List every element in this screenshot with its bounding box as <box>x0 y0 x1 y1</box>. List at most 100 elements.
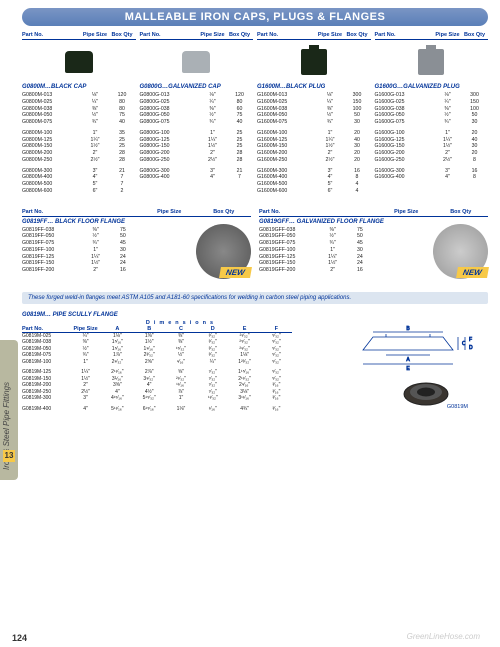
data-row: G1600M-2002"20 <box>257 150 371 157</box>
data-row: G0800G-038⅜"60 <box>140 106 254 113</box>
product-title: G1600M…BLACK PLUG <box>257 84 371 90</box>
flange-title: G0819FF… BLACK FLOOR FLANGE <box>22 219 251 225</box>
data-row: G1600M-1001"20 <box>257 130 371 137</box>
data-row: G0819FF-1501½"24 <box>22 260 137 267</box>
side-tab-num: 13 <box>3 450 15 462</box>
data-row: G1600M-050½"50 <box>257 112 371 119</box>
new-badge: NEW <box>456 267 489 278</box>
scully-title: G0819M… PIPE SCULLY FLANGE <box>22 312 488 318</box>
data-row: G1600M-3003"16 <box>257 168 371 175</box>
data-row: G0800M-2002"28 <box>22 150 136 157</box>
scully-row: G0819M-3003"4¹⁵⁄₁₆"5¹⁵⁄₃₂"1"¹¹⁄₃₂"3¹¹⁄₁₆… <box>22 395 292 402</box>
data-row: G1600G-050½"50 <box>375 112 489 119</box>
data-row: G1600G-4004"8 <box>375 174 489 181</box>
data-row: G0800M-2502½"28 <box>22 157 136 164</box>
data-row: G0800G-2502½"28 <box>140 157 254 164</box>
data-row: G0819FF-1251¼"24 <box>22 254 137 261</box>
data-row: G0800M-075¾"40 <box>22 119 136 126</box>
data-row: G0800M-1251¼"25 <box>22 137 136 144</box>
data-row: G0800G-3003"21 <box>140 168 254 175</box>
data-row: G0800M-6006"2 <box>22 188 136 195</box>
data-row: G0819FF-1001"30 <box>22 247 137 254</box>
data-row: G0800G-1501½"25 <box>140 143 254 150</box>
data-row: G0819GFF-075¾"45 <box>259 240 374 247</box>
col-header: Part No.Pipe SizeBox Qty <box>22 209 251 217</box>
col-header: Part No.Pipe SizeBox Qty <box>22 32 136 40</box>
data-row: G0819FF-2002"16 <box>22 267 137 274</box>
data-row: G1600M-6006"4 <box>257 188 371 195</box>
svg-text:B: B <box>406 326 410 332</box>
data-row: G0800G-2002"28 <box>140 150 254 157</box>
data-row: G0819FF-038⅜"75 <box>22 227 137 234</box>
product-image <box>257 42 371 82</box>
new-badge: NEW <box>219 267 252 278</box>
data-row: G1600G-3003"16 <box>375 168 489 175</box>
data-row: G0819FF-075¾"45 <box>22 240 137 247</box>
data-row: G0800G-1001"25 <box>140 130 254 137</box>
data-row: G1600G-1001"20 <box>375 130 489 137</box>
data-row: G1600G-2002"20 <box>375 150 489 157</box>
flange-title: G0819GFF… GALVANIZED FLOOR FLANGE <box>259 219 488 225</box>
data-row: G1600M-1251¼"40 <box>257 137 371 144</box>
data-row: G1600M-025¼"150 <box>257 99 371 106</box>
svg-text:A: A <box>406 357 410 363</box>
product-title: G0800G…GALVANIZED CAP <box>140 84 254 90</box>
page-number: 124 <box>12 633 27 643</box>
data-row: G1600M-1501½"30 <box>257 143 371 150</box>
col-header: Part No.Pipe SizeBox Qty <box>140 32 254 40</box>
data-row: G1600G-075¾"30 <box>375 119 489 126</box>
data-row: G0819GFF-1001"30 <box>259 247 374 254</box>
data-row: G1600M-4004"8 <box>257 174 371 181</box>
data-row: G1600G-038⅜"100 <box>375 106 489 113</box>
data-row: G1600M-5005"4 <box>257 181 371 188</box>
scully-row: G0819M-1001"2⁹⁄₃₂"2⅝"⁹⁄₁₆"¼"1²³⁄₃₂"⁵⁄₃₂" <box>22 359 292 366</box>
data-row: G0819GFF-038⅜"75 <box>259 227 374 234</box>
data-row: G1600G-1501½"30 <box>375 143 489 150</box>
data-row: G1600G-025¼"150 <box>375 99 489 106</box>
data-row: G0800M-5005"7 <box>22 181 136 188</box>
data-row: G1600M-2502½"20 <box>257 157 371 164</box>
data-row: G0800M-1501½"25 <box>22 143 136 150</box>
col-header: Part No.Pipe SizeBox Qty <box>257 32 371 40</box>
data-row: G0819GFF-1251¼"24 <box>259 254 374 261</box>
product-title: G0800M…BLACK CAP <box>22 84 136 90</box>
svg-text:F: F <box>469 337 472 343</box>
data-row: G0819GFF-2002"16 <box>259 267 374 274</box>
svg-text:E: E <box>406 366 410 372</box>
data-row: G0800M-4004"7 <box>22 174 136 181</box>
product-image <box>375 42 489 82</box>
scully-diagram: B C F D A E <box>338 322 478 417</box>
data-row: G0800M-3003"21 <box>22 168 136 175</box>
data-row: G1600G-1251¼"40 <box>375 137 489 144</box>
data-row: G0800G-4004"7 <box>140 174 254 181</box>
data-row: G0800G-050½"75 <box>140 112 254 119</box>
diagram-label: G0819M <box>447 404 468 410</box>
col-header: Part No.Pipe SizeBox Qty <box>259 209 488 217</box>
data-row: G0800M-038⅜"80 <box>22 106 136 113</box>
data-row: G0819GFF-050½"50 <box>259 233 374 240</box>
data-row: G1600G-2502½"8 <box>375 157 489 164</box>
col-header: Part No.Pipe SizeBox Qty <box>375 32 489 40</box>
data-row: G0819GFF-1501½"24 <box>259 260 374 267</box>
data-row: G1600M-013⅛"300 <box>257 92 371 99</box>
data-row: G0800G-025¼"80 <box>140 99 254 106</box>
data-row: G0800M-050½"75 <box>22 112 136 119</box>
data-row: G0819FF-050½"50 <box>22 233 137 240</box>
data-row: G0800M-025¼"80 <box>22 99 136 106</box>
data-row: G1600M-038⅜"100 <box>257 106 371 113</box>
scully-row: G0819M-4004"5¹¹⁄₁₆"6¹⁵⁄₁₆"1⅛"¹⁄₁₆"4¾"³⁄₁… <box>22 406 292 413</box>
data-row: G1600M-075¾"30 <box>257 119 371 126</box>
watermark: GreenLineHose.com <box>407 632 480 641</box>
product-image <box>22 42 136 82</box>
data-row: G0800G-013⅛"120 <box>140 92 254 99</box>
scully-header-row: Part No.Pipe SizeABCDEF <box>22 326 292 333</box>
data-row: G1600G-013⅛"300 <box>375 92 489 99</box>
svg-text:D: D <box>469 345 473 351</box>
product-title: G1600G…GALVANIZED PLUG <box>375 84 489 90</box>
data-row: G0800M-1001"35 <box>22 130 136 137</box>
data-row: G0800G-1251¼"25 <box>140 137 254 144</box>
product-image <box>140 42 254 82</box>
banner-title: MALLEABLE IRON CAPS, PLUGS & FLANGES <box>22 8 488 26</box>
data-row: G0800M-013⅛"120 <box>22 92 136 99</box>
note-bar: These forged weld-in flanges meet ASTM A… <box>22 292 488 304</box>
